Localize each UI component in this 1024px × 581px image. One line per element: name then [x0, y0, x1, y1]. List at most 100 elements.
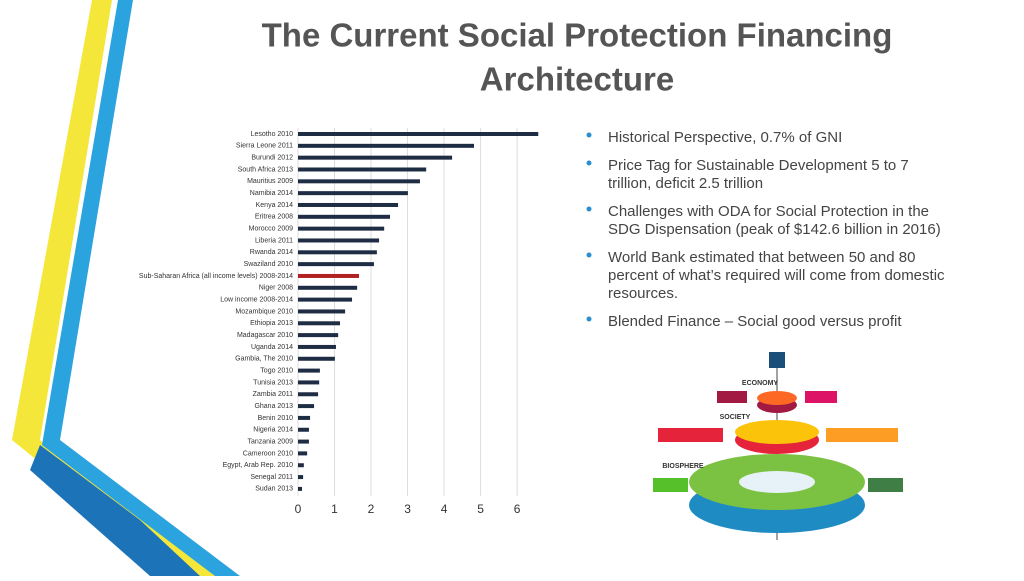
bullet-text: World Bank estimated that between 50 and… — [608, 249, 915, 266]
x-tick-label: 6 — [514, 502, 521, 516]
y-tick-label: Kenya 2014 — [256, 202, 293, 209]
y-tick-label: Ethiopia 2013 — [250, 320, 293, 327]
y-tick-label: Burundi 2012 — [251, 155, 293, 162]
bar — [298, 132, 539, 136]
bullet-text: Challenges with ODA for Social Protectio… — [608, 203, 929, 220]
icons — [653, 478, 688, 492]
y-tick-label: Namibia 2014 — [250, 190, 293, 197]
icons — [717, 391, 747, 403]
bullet-text: resources. — [608, 285, 678, 302]
y-tick-label: Mozambique 2010 — [235, 308, 293, 315]
bar — [298, 368, 320, 373]
y-tick-label: Mauritius 2009 — [247, 178, 293, 185]
bar — [298, 344, 336, 349]
bar — [298, 191, 408, 196]
y-tick-label: Madagascar 2010 — [237, 332, 293, 339]
bar — [298, 321, 340, 326]
bar — [298, 238, 380, 243]
bar — [298, 214, 391, 219]
bar — [298, 262, 374, 267]
decor-stripe — [30, 445, 200, 576]
bar — [298, 404, 315, 409]
bar — [298, 486, 303, 491]
icons — [658, 428, 723, 442]
x-tick-label: 0 — [295, 502, 302, 516]
bar — [298, 179, 420, 184]
bar — [298, 415, 311, 420]
ring — [757, 391, 797, 405]
bullet-dot — [586, 206, 592, 212]
bullet-text: percent of what’s required will come fro… — [608, 267, 945, 284]
x-tick-label: 1 — [331, 502, 338, 516]
y-tick-label: South Africa 2013 — [238, 166, 293, 173]
bar — [298, 167, 427, 172]
y-tick-label: Gambia, The 2010 — [235, 356, 293, 363]
icon — [769, 352, 785, 368]
bullet-text: SDG Dispensation (peak of $142.6 billion… — [608, 221, 941, 238]
graphic-label: BIOSPHERE — [662, 463, 704, 470]
y-tick-label: Uganda 2014 — [251, 344, 293, 351]
bullet-text: Price Tag for Sustainable Development 5 … — [608, 157, 909, 174]
x-tick-label: 2 — [368, 502, 375, 516]
bar — [298, 226, 385, 231]
x-tick-label: 4 — [441, 502, 448, 516]
title: The Current Social Protection Financing — [262, 17, 893, 54]
y-tick-label: Eritrea 2008 — [255, 214, 293, 221]
icons — [805, 391, 837, 403]
bullet-dot — [586, 252, 592, 258]
decor-stripe — [42, 0, 240, 576]
bar — [298, 155, 453, 160]
bar — [298, 356, 335, 361]
ring — [739, 471, 815, 493]
bar — [298, 475, 304, 480]
bar — [298, 427, 309, 432]
y-tick-label: Cameroon 2010 — [243, 450, 293, 457]
x-tick-label: 5 — [477, 502, 484, 516]
y-tick-label: Sub-Saharan Africa (all income levels) 2… — [139, 273, 293, 280]
y-tick-label: Low income 2008-2014 — [220, 296, 293, 303]
y-tick-label: Senegal 2011 — [250, 474, 293, 481]
y-tick-label: Egypt, Arab Rep. 2010 — [223, 462, 294, 469]
graphic-label: ECONOMY — [742, 380, 779, 387]
y-tick-label: Niger 2008 — [259, 285, 293, 292]
y-tick-label: Tunisia 2013 — [253, 379, 293, 386]
bar — [298, 451, 308, 456]
bar — [298, 143, 475, 148]
y-tick-label: Ghana 2013 — [254, 403, 293, 410]
bullet-dot — [586, 132, 592, 138]
y-tick-label: Liberia 2011 — [255, 237, 293, 244]
bar — [298, 273, 359, 278]
ring — [735, 420, 819, 444]
y-tick-label: Nigeria 2014 — [253, 427, 293, 434]
y-tick-label: Sudan 2013 — [255, 486, 293, 493]
y-tick-label: Sierra Leone 2011 — [236, 143, 293, 150]
icons — [826, 428, 898, 442]
bullet-text: Blended Finance – Social good versus pro… — [608, 313, 902, 330]
bullet-dot — [586, 160, 592, 166]
decor-stripe — [12, 0, 215, 576]
bar — [298, 202, 399, 207]
bar — [298, 392, 319, 397]
bar — [298, 285, 358, 290]
icons — [868, 478, 903, 492]
bullet-dot — [586, 316, 592, 322]
y-tick-label: Morocco 2009 — [249, 225, 293, 232]
graphic-label: SOCIETY — [720, 414, 751, 421]
x-tick-label: 3 — [404, 502, 411, 516]
y-tick-label: Lesotho 2010 — [251, 131, 294, 138]
bullet-text: trillion, deficit 2.5 trillion — [608, 175, 763, 192]
bar — [298, 463, 304, 468]
y-tick-label: Zambia 2011 — [253, 391, 293, 398]
bar — [298, 333, 339, 338]
bar — [298, 250, 377, 255]
bar — [298, 380, 320, 385]
bar — [298, 439, 309, 444]
bar — [298, 309, 346, 314]
y-tick-label: Togo 2010 — [260, 367, 293, 374]
y-tick-label: Benin 2010 — [258, 415, 294, 422]
y-tick-label: Tanzania 2009 — [247, 438, 293, 445]
bar — [298, 297, 353, 302]
y-tick-label: Swaziland 2010 — [244, 261, 294, 268]
title: Architecture — [480, 61, 674, 98]
